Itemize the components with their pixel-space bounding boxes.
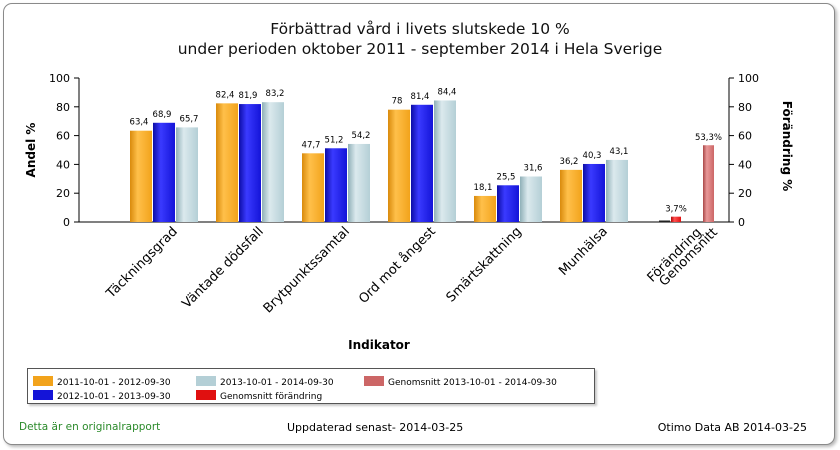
data-label: 31,6 bbox=[524, 163, 543, 173]
data-label: 78 bbox=[392, 97, 403, 107]
bar-3 bbox=[176, 127, 198, 222]
chart-title: Förbättrad vård i livets slutskede 10 % u… bbox=[178, 20, 663, 58]
legend-swatch bbox=[33, 376, 53, 386]
category-label: Ord mot ångest bbox=[356, 224, 439, 307]
legend-swatch bbox=[196, 390, 216, 400]
y-tick-label-right: 0 bbox=[738, 216, 745, 229]
chart-title-line: Förbättrad vård i livets slutskede 10 % bbox=[270, 20, 570, 38]
legend-label: Genomsnitt 2013-10-01 - 2014-09-30 bbox=[388, 378, 557, 388]
legend-label: 2012-10-01 - 2013-09-30 bbox=[57, 392, 171, 402]
bar-3 bbox=[348, 143, 370, 222]
legend-swatch bbox=[196, 376, 216, 386]
y-tick-label-left: 80 bbox=[56, 101, 70, 114]
data-label: 82,4 bbox=[216, 90, 235, 100]
y-tick-label-right: 20 bbox=[738, 187, 752, 200]
data-label: 84,4 bbox=[438, 87, 457, 97]
bar-2 bbox=[411, 104, 433, 222]
company-date-text: Otimo Data AB 2014-03-25 bbox=[657, 421, 807, 434]
chart-legend: 2011-10-01 - 2012-09-30 2013-10-01 - 2014… bbox=[27, 368, 595, 404]
category-label: Smärtskattning bbox=[444, 224, 525, 305]
data-label: 18,1 bbox=[474, 183, 493, 193]
data-label: 36,2 bbox=[560, 157, 579, 167]
bar-2 bbox=[153, 122, 175, 222]
data-label: 51,2 bbox=[325, 135, 344, 145]
y-tick-label-left: 100 bbox=[49, 72, 70, 85]
bar-2 bbox=[497, 185, 519, 222]
x-axis-label: Indikator bbox=[348, 338, 410, 352]
data-label: 3,7% bbox=[665, 205, 687, 215]
data-label: 25,5 bbox=[497, 172, 516, 182]
data-label: 40,3 bbox=[583, 151, 602, 161]
bar-1 bbox=[302, 153, 324, 222]
legend-label: 2011-10-01 - 2012-09-30 bbox=[57, 378, 171, 388]
bar-1 bbox=[474, 195, 496, 222]
legend-swatch bbox=[33, 390, 53, 400]
data-label: 53,3% bbox=[695, 133, 722, 143]
legend-label: Genomsnitt förändring bbox=[220, 392, 322, 402]
bar-3 bbox=[520, 176, 542, 222]
y-tick-label-left: 20 bbox=[56, 187, 70, 200]
y-tick-label-left: 40 bbox=[56, 158, 70, 171]
chart-bars: 63,4 68,9 65,7 82,4 81,9 83,2 47,7 51,2 54,2 78 81… bbox=[130, 87, 722, 222]
category-label: Brytpunktssamtal bbox=[261, 224, 353, 316]
y-tick-label-left: 0 bbox=[63, 216, 70, 229]
y-tick-label-right: 100 bbox=[738, 72, 759, 85]
average-bar bbox=[703, 145, 714, 222]
bar-2 bbox=[239, 104, 261, 222]
bar-1 bbox=[130, 130, 152, 222]
chart-title-line: under perioden oktober 2011 - september … bbox=[178, 40, 663, 58]
bar-3 bbox=[434, 100, 456, 222]
category-label: Munhälsa bbox=[556, 224, 611, 279]
last-updated-text: Uppdaterad senast- 2014-03-25 bbox=[287, 421, 464, 434]
y-tick-label-right: 80 bbox=[738, 101, 752, 114]
data-label: 63,4 bbox=[130, 118, 149, 128]
category-label: Väntade dödsfall bbox=[179, 224, 266, 311]
bar-3 bbox=[262, 102, 284, 222]
change-bar bbox=[671, 216, 681, 222]
category-label: Täckningsgrad bbox=[103, 224, 181, 302]
y-tick-label-left: 60 bbox=[56, 130, 70, 143]
bar-1 bbox=[388, 109, 410, 222]
original-report-note: Detta är en originalrapport bbox=[19, 421, 161, 433]
y-axis-label-right: Förändring % bbox=[780, 101, 794, 191]
data-label: 65,7 bbox=[180, 114, 199, 124]
bar-1 bbox=[216, 103, 238, 222]
data-label: 81,4 bbox=[411, 92, 430, 102]
bar-2 bbox=[325, 148, 347, 222]
data-label: 43,1 bbox=[610, 147, 629, 157]
data-label: 83,2 bbox=[266, 89, 285, 99]
y-axis-label-left: Andel % bbox=[24, 123, 38, 178]
bar-2 bbox=[583, 163, 605, 222]
data-label: 81,9 bbox=[239, 91, 258, 101]
data-label: 47,7 bbox=[302, 140, 321, 150]
data-label: 54,2 bbox=[352, 131, 371, 141]
change-baseline-bar bbox=[659, 220, 670, 222]
bar-3 bbox=[606, 159, 628, 222]
bar-1 bbox=[560, 169, 582, 222]
legend-label: 2013-10-01 - 2014-09-30 bbox=[220, 378, 334, 388]
y-tick-label-right: 40 bbox=[738, 158, 752, 171]
data-label: 68,9 bbox=[153, 110, 172, 120]
y-tick-label-right: 60 bbox=[738, 130, 752, 143]
legend-swatch bbox=[364, 376, 384, 386]
